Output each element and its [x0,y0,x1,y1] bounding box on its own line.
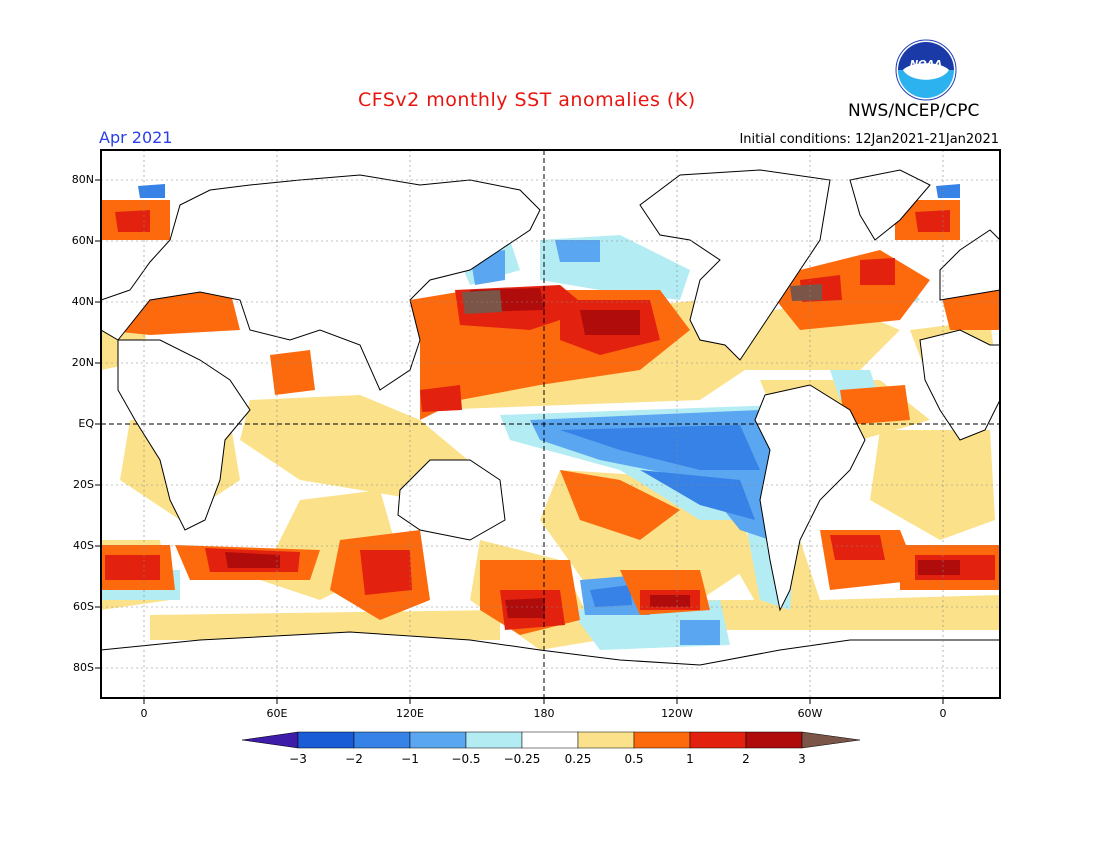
colorbar-tick-label: 0.5 [624,752,644,766]
colorbar-arrow-high [801,731,861,749]
agency-label: NWS/NCEP/CPC [848,101,980,121]
colorbar-swatch [297,731,355,749]
colorbar-swatch [521,731,579,749]
lon-label-0: 0 [140,707,148,720]
lon-label-120e: 120E [396,707,424,720]
lat-label-20n: 20N [71,356,94,369]
valid-month-label: Apr 2021 [99,128,173,147]
colorbar-tick-label: 3 [798,752,806,766]
colorbar-swatch [409,731,467,749]
colorbar-tick-label: −0.5 [451,752,481,766]
lon-label-60e: 60E [266,707,288,720]
colorbar-swatch [465,731,523,749]
lon-label-0-right: 0 [939,707,947,720]
lat-label-eq: EQ [78,417,94,430]
noaa-logo: NOAA [895,39,957,101]
lon-label-60w: 60W [797,707,823,720]
colorbar-swatch [577,731,635,749]
lat-label-40s: 40S [73,539,94,552]
initial-conditions-label: Initial conditions: 12Jan2021-21Jan2021 [739,132,999,147]
svg-text:NOAA: NOAA [910,59,942,70]
chart-title: CFSv2 monthly SST anomalies (K) [358,89,696,111]
lon-label-180: 180 [533,707,555,720]
colorbar-tick-label: −3 [289,752,307,766]
lon-label-120w: 120W [661,707,693,720]
colorbar-swatch [689,731,747,749]
lat-label-60s: 60S [73,600,94,613]
colorbar-arrow-low [241,731,299,749]
colorbar-tick-label: 2 [742,752,750,766]
colorbar [241,731,861,749]
lat-label-80s: 80S [73,661,94,674]
lat-label-20s: 20S [73,478,94,491]
colorbar-swatch [633,731,691,749]
colorbar-tick-label: 1 [686,752,694,766]
colorbar-swatch [745,731,803,749]
colorbar-tick-label: −1 [401,752,419,766]
lat-label-60n: 60N [71,234,94,247]
lat-label-80n: 80N [71,173,94,186]
colorbar-tick-label: 0.25 [564,752,592,766]
colorbar-tick-label: −0.25 [503,752,541,766]
lat-label-40n: 40N [71,295,94,308]
colorbar-tick-label: −2 [345,752,363,766]
colorbar-swatch [353,731,411,749]
